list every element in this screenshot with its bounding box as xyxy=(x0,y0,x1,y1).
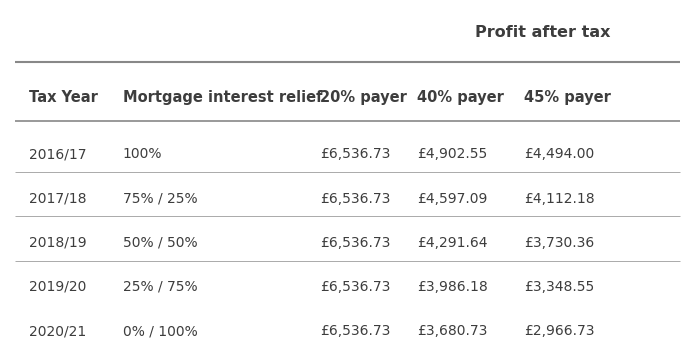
Text: £4,494.00: £4,494.00 xyxy=(524,147,594,161)
Text: £2,966.73: £2,966.73 xyxy=(524,324,594,338)
Text: 100%: 100% xyxy=(122,147,162,161)
Text: 50% / 50%: 50% / 50% xyxy=(122,236,197,250)
Text: £4,902.55: £4,902.55 xyxy=(417,147,487,161)
Text: £3,680.73: £3,680.73 xyxy=(417,324,487,338)
Text: 20% payer: 20% payer xyxy=(320,90,407,105)
Text: £6,536.73: £6,536.73 xyxy=(320,147,390,161)
Text: 45% payer: 45% payer xyxy=(524,90,611,105)
Text: Mortgage interest relief: Mortgage interest relief xyxy=(122,90,322,105)
Text: £3,348.55: £3,348.55 xyxy=(524,280,594,294)
Text: 2018/19: 2018/19 xyxy=(29,236,87,250)
Text: £6,536.73: £6,536.73 xyxy=(320,280,390,294)
Text: 2019/20: 2019/20 xyxy=(29,280,86,294)
Text: 25% / 75%: 25% / 75% xyxy=(122,280,197,294)
Text: Tax Year: Tax Year xyxy=(29,90,98,105)
Text: £6,536.73: £6,536.73 xyxy=(320,324,390,338)
Text: £3,986.18: £3,986.18 xyxy=(417,280,487,294)
Text: 2017/18: 2017/18 xyxy=(29,192,87,206)
Text: 2016/17: 2016/17 xyxy=(29,147,87,161)
Text: Profit after tax: Profit after tax xyxy=(475,25,610,41)
Text: 0% / 100%: 0% / 100% xyxy=(122,324,197,338)
Text: £4,112.18: £4,112.18 xyxy=(524,192,595,206)
Text: £3,730.36: £3,730.36 xyxy=(524,236,594,250)
Text: 40% payer: 40% payer xyxy=(417,90,504,105)
Text: £4,291.64: £4,291.64 xyxy=(417,236,487,250)
Text: £6,536.73: £6,536.73 xyxy=(320,192,390,206)
Text: 2020/21: 2020/21 xyxy=(29,324,86,338)
Text: £4,597.09: £4,597.09 xyxy=(417,192,487,206)
Text: 75% / 25%: 75% / 25% xyxy=(122,192,197,206)
Text: £6,536.73: £6,536.73 xyxy=(320,236,390,250)
